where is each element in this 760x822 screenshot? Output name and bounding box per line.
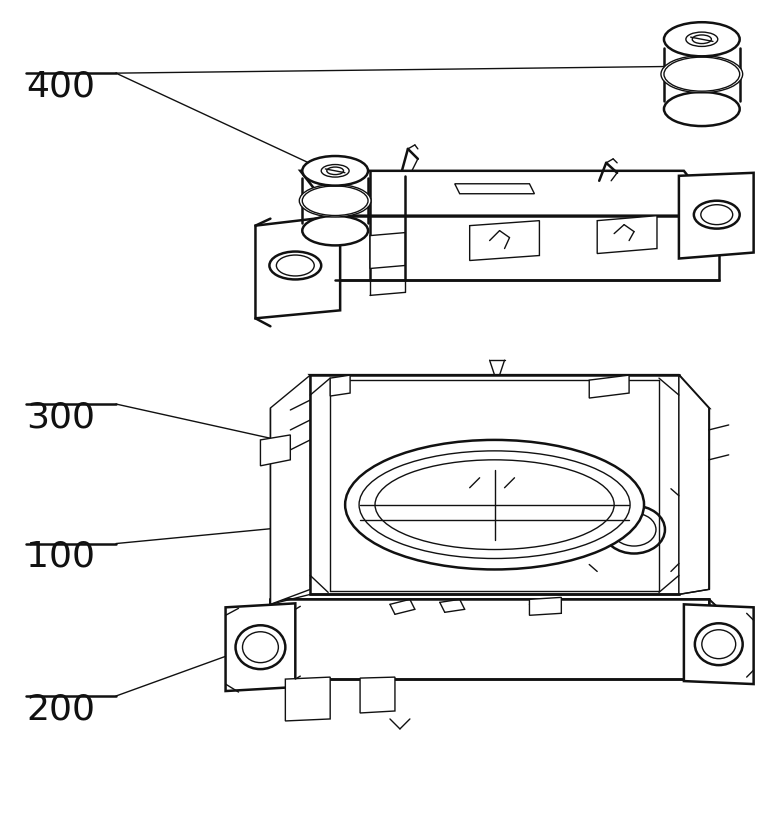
Polygon shape	[679, 375, 709, 594]
Ellipse shape	[302, 156, 368, 186]
Polygon shape	[271, 375, 310, 604]
Ellipse shape	[686, 32, 717, 46]
Polygon shape	[589, 485, 679, 571]
Polygon shape	[335, 215, 719, 280]
Polygon shape	[679, 173, 754, 258]
Polygon shape	[530, 598, 562, 616]
Ellipse shape	[695, 623, 743, 665]
Ellipse shape	[661, 56, 743, 93]
Ellipse shape	[242, 632, 278, 663]
Polygon shape	[310, 375, 709, 408]
Ellipse shape	[692, 35, 711, 44]
Polygon shape	[597, 215, 657, 253]
Ellipse shape	[345, 440, 644, 570]
Polygon shape	[589, 375, 629, 398]
Ellipse shape	[664, 92, 739, 126]
Text: 300: 300	[27, 400, 95, 434]
Text: 100: 100	[27, 539, 95, 574]
Polygon shape	[684, 604, 754, 684]
Ellipse shape	[694, 201, 739, 229]
Polygon shape	[709, 599, 739, 679]
Polygon shape	[285, 677, 330, 721]
Ellipse shape	[277, 255, 314, 276]
Ellipse shape	[664, 22, 739, 56]
Ellipse shape	[299, 184, 371, 217]
Polygon shape	[370, 233, 405, 269]
Ellipse shape	[236, 626, 285, 669]
Polygon shape	[271, 599, 739, 627]
Ellipse shape	[302, 216, 368, 246]
Ellipse shape	[701, 630, 736, 658]
Polygon shape	[261, 435, 290, 466]
Ellipse shape	[603, 506, 665, 553]
Ellipse shape	[664, 57, 739, 91]
Polygon shape	[300, 171, 719, 215]
Polygon shape	[330, 375, 350, 396]
Polygon shape	[360, 677, 395, 713]
Ellipse shape	[321, 164, 349, 177]
Polygon shape	[454, 184, 534, 194]
Text: 200: 200	[27, 692, 95, 726]
Ellipse shape	[612, 513, 656, 546]
Polygon shape	[271, 599, 709, 679]
Polygon shape	[255, 215, 340, 318]
Text: 400: 400	[27, 69, 95, 103]
Ellipse shape	[327, 167, 344, 174]
Polygon shape	[310, 375, 679, 594]
Ellipse shape	[302, 186, 368, 215]
Ellipse shape	[269, 252, 321, 279]
Polygon shape	[470, 220, 540, 261]
Ellipse shape	[375, 459, 614, 550]
Polygon shape	[226, 603, 296, 691]
Ellipse shape	[359, 450, 630, 558]
Ellipse shape	[701, 205, 733, 224]
